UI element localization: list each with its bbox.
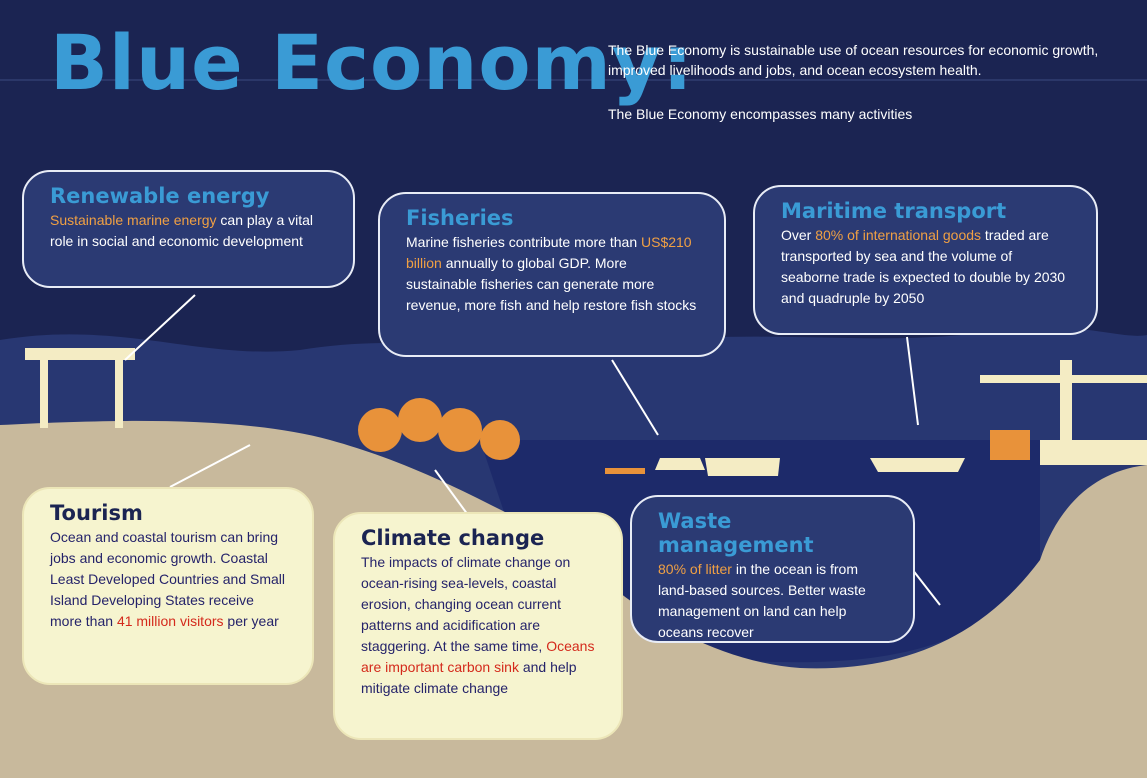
infographic: Blue Economy: The Blue Economy is sustai… bbox=[0, 0, 1147, 778]
text-run: Marine fisheries contribute more than bbox=[406, 234, 641, 250]
card-body: Marine fisheries contribute more than US… bbox=[406, 232, 698, 316]
card: Climate change The impacts of climate cha… bbox=[333, 512, 623, 740]
text-run: per year bbox=[224, 613, 279, 629]
note: The Blue Economy encompasses many activi… bbox=[608, 106, 912, 122]
card-title: Climate change bbox=[361, 526, 595, 550]
card-title: Fisheries bbox=[406, 206, 698, 230]
highlight-run: 41 million visitors bbox=[117, 613, 224, 629]
card-body: The impacts of climate change on ocean-r… bbox=[361, 552, 595, 699]
text-run: The impacts of climate change on ocean-r… bbox=[361, 554, 570, 654]
card-body: 80% of litter in the ocean is from land-… bbox=[658, 559, 887, 643]
card-title: Maritime transport bbox=[781, 199, 1070, 223]
highlight-run: 80% of international goods bbox=[815, 227, 981, 243]
card-title: Renewable energy bbox=[50, 184, 327, 208]
title: Blue Economy: bbox=[50, 18, 694, 107]
highlight-run: Sustainable marine energy bbox=[50, 212, 217, 228]
text-run: Over bbox=[781, 227, 815, 243]
highlight-run: 80% of litter bbox=[658, 561, 732, 577]
text-run: annually to global GDP. More sustainable… bbox=[406, 255, 696, 313]
card-title: Tourism bbox=[50, 501, 286, 525]
description: The Blue Economy is sustainable use of o… bbox=[608, 40, 1108, 80]
card-body: Sustainable marine energy can play a vit… bbox=[50, 210, 327, 252]
card-title: Waste management bbox=[658, 509, 887, 557]
card-body: Over 80% of international goods traded a… bbox=[781, 225, 1070, 309]
card-body: Ocean and coastal tourism can bring jobs… bbox=[50, 527, 286, 632]
